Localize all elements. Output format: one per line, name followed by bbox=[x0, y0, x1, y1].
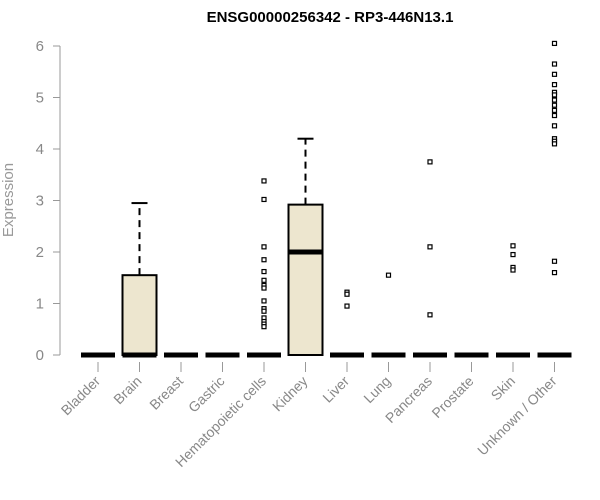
y-tick-label: 4 bbox=[36, 141, 44, 158]
x-category-label: Unknown / Other bbox=[474, 373, 560, 459]
outlier-point bbox=[261, 298, 267, 304]
outlier-point bbox=[261, 277, 267, 283]
outlier-point bbox=[551, 71, 558, 77]
box-skin bbox=[496, 243, 530, 358]
outlier-point bbox=[344, 303, 350, 309]
box-brain bbox=[121, 202, 158, 358]
box-lung bbox=[371, 272, 406, 358]
outlier-point bbox=[510, 251, 516, 258]
x-category-label: Skin bbox=[488, 373, 519, 404]
outlier-point bbox=[551, 92, 558, 98]
outlier-point bbox=[551, 258, 558, 264]
box-kidney bbox=[287, 137, 324, 356]
box-hematopoietic-cells bbox=[247, 178, 281, 358]
outlier-point bbox=[551, 61, 558, 67]
y-tick-label: 1 bbox=[36, 296, 44, 313]
outlier-point bbox=[427, 159, 433, 165]
y-tick-label: 5 bbox=[36, 90, 44, 107]
outlier-point bbox=[551, 107, 558, 113]
x-category-label: Bladder bbox=[58, 373, 104, 419]
box-iqr bbox=[121, 274, 158, 356]
x-category-label: Prostate bbox=[428, 373, 476, 421]
x-category-label: Breast bbox=[146, 373, 186, 413]
outlier-point bbox=[551, 112, 558, 119]
y-axis: 0 1 2 3 4 5 6 bbox=[36, 38, 61, 364]
outlier-point bbox=[261, 178, 267, 184]
x-category-label: Lung bbox=[360, 373, 393, 406]
box-unknown-other bbox=[537, 40, 572, 358]
outlier-point bbox=[551, 123, 558, 129]
y-tick-label: 0 bbox=[36, 347, 44, 364]
outlier-point bbox=[551, 102, 558, 108]
outlier-point bbox=[551, 40, 558, 47]
plot-area bbox=[81, 40, 572, 358]
outlier-point bbox=[344, 291, 350, 297]
box-liver bbox=[330, 289, 364, 358]
box-pancreas bbox=[413, 159, 447, 358]
outlier-point bbox=[427, 244, 433, 250]
outlier-point bbox=[261, 308, 267, 314]
outlier-point bbox=[551, 141, 558, 147]
x-category-label: Liver bbox=[319, 373, 352, 406]
y-axis-label: Expression bbox=[0, 163, 17, 237]
x-category-label: Brain bbox=[110, 373, 144, 407]
outlier-point bbox=[551, 82, 558, 88]
outlier-point bbox=[510, 243, 516, 249]
box-iqr bbox=[287, 203, 324, 356]
outlier-point bbox=[551, 97, 558, 103]
y-tick-label: 3 bbox=[36, 193, 44, 210]
chart-title: ENSG00000256342 - RP3-446N13.1 bbox=[207, 9, 454, 26]
y-tick-label: 6 bbox=[36, 38, 44, 55]
outlier-point bbox=[261, 257, 267, 263]
outlier-point bbox=[261, 196, 267, 203]
outlier-point bbox=[385, 272, 392, 278]
outlier-point bbox=[510, 267, 516, 273]
outlier-point bbox=[261, 268, 267, 275]
outlier-point bbox=[551, 270, 558, 276]
outlier-point bbox=[261, 324, 267, 330]
outlier-point bbox=[261, 285, 267, 291]
x-category-label: Kidney bbox=[269, 373, 311, 415]
outlier-point bbox=[427, 312, 433, 318]
y-tick-label: 2 bbox=[36, 244, 44, 261]
outlier-point bbox=[261, 244, 267, 250]
